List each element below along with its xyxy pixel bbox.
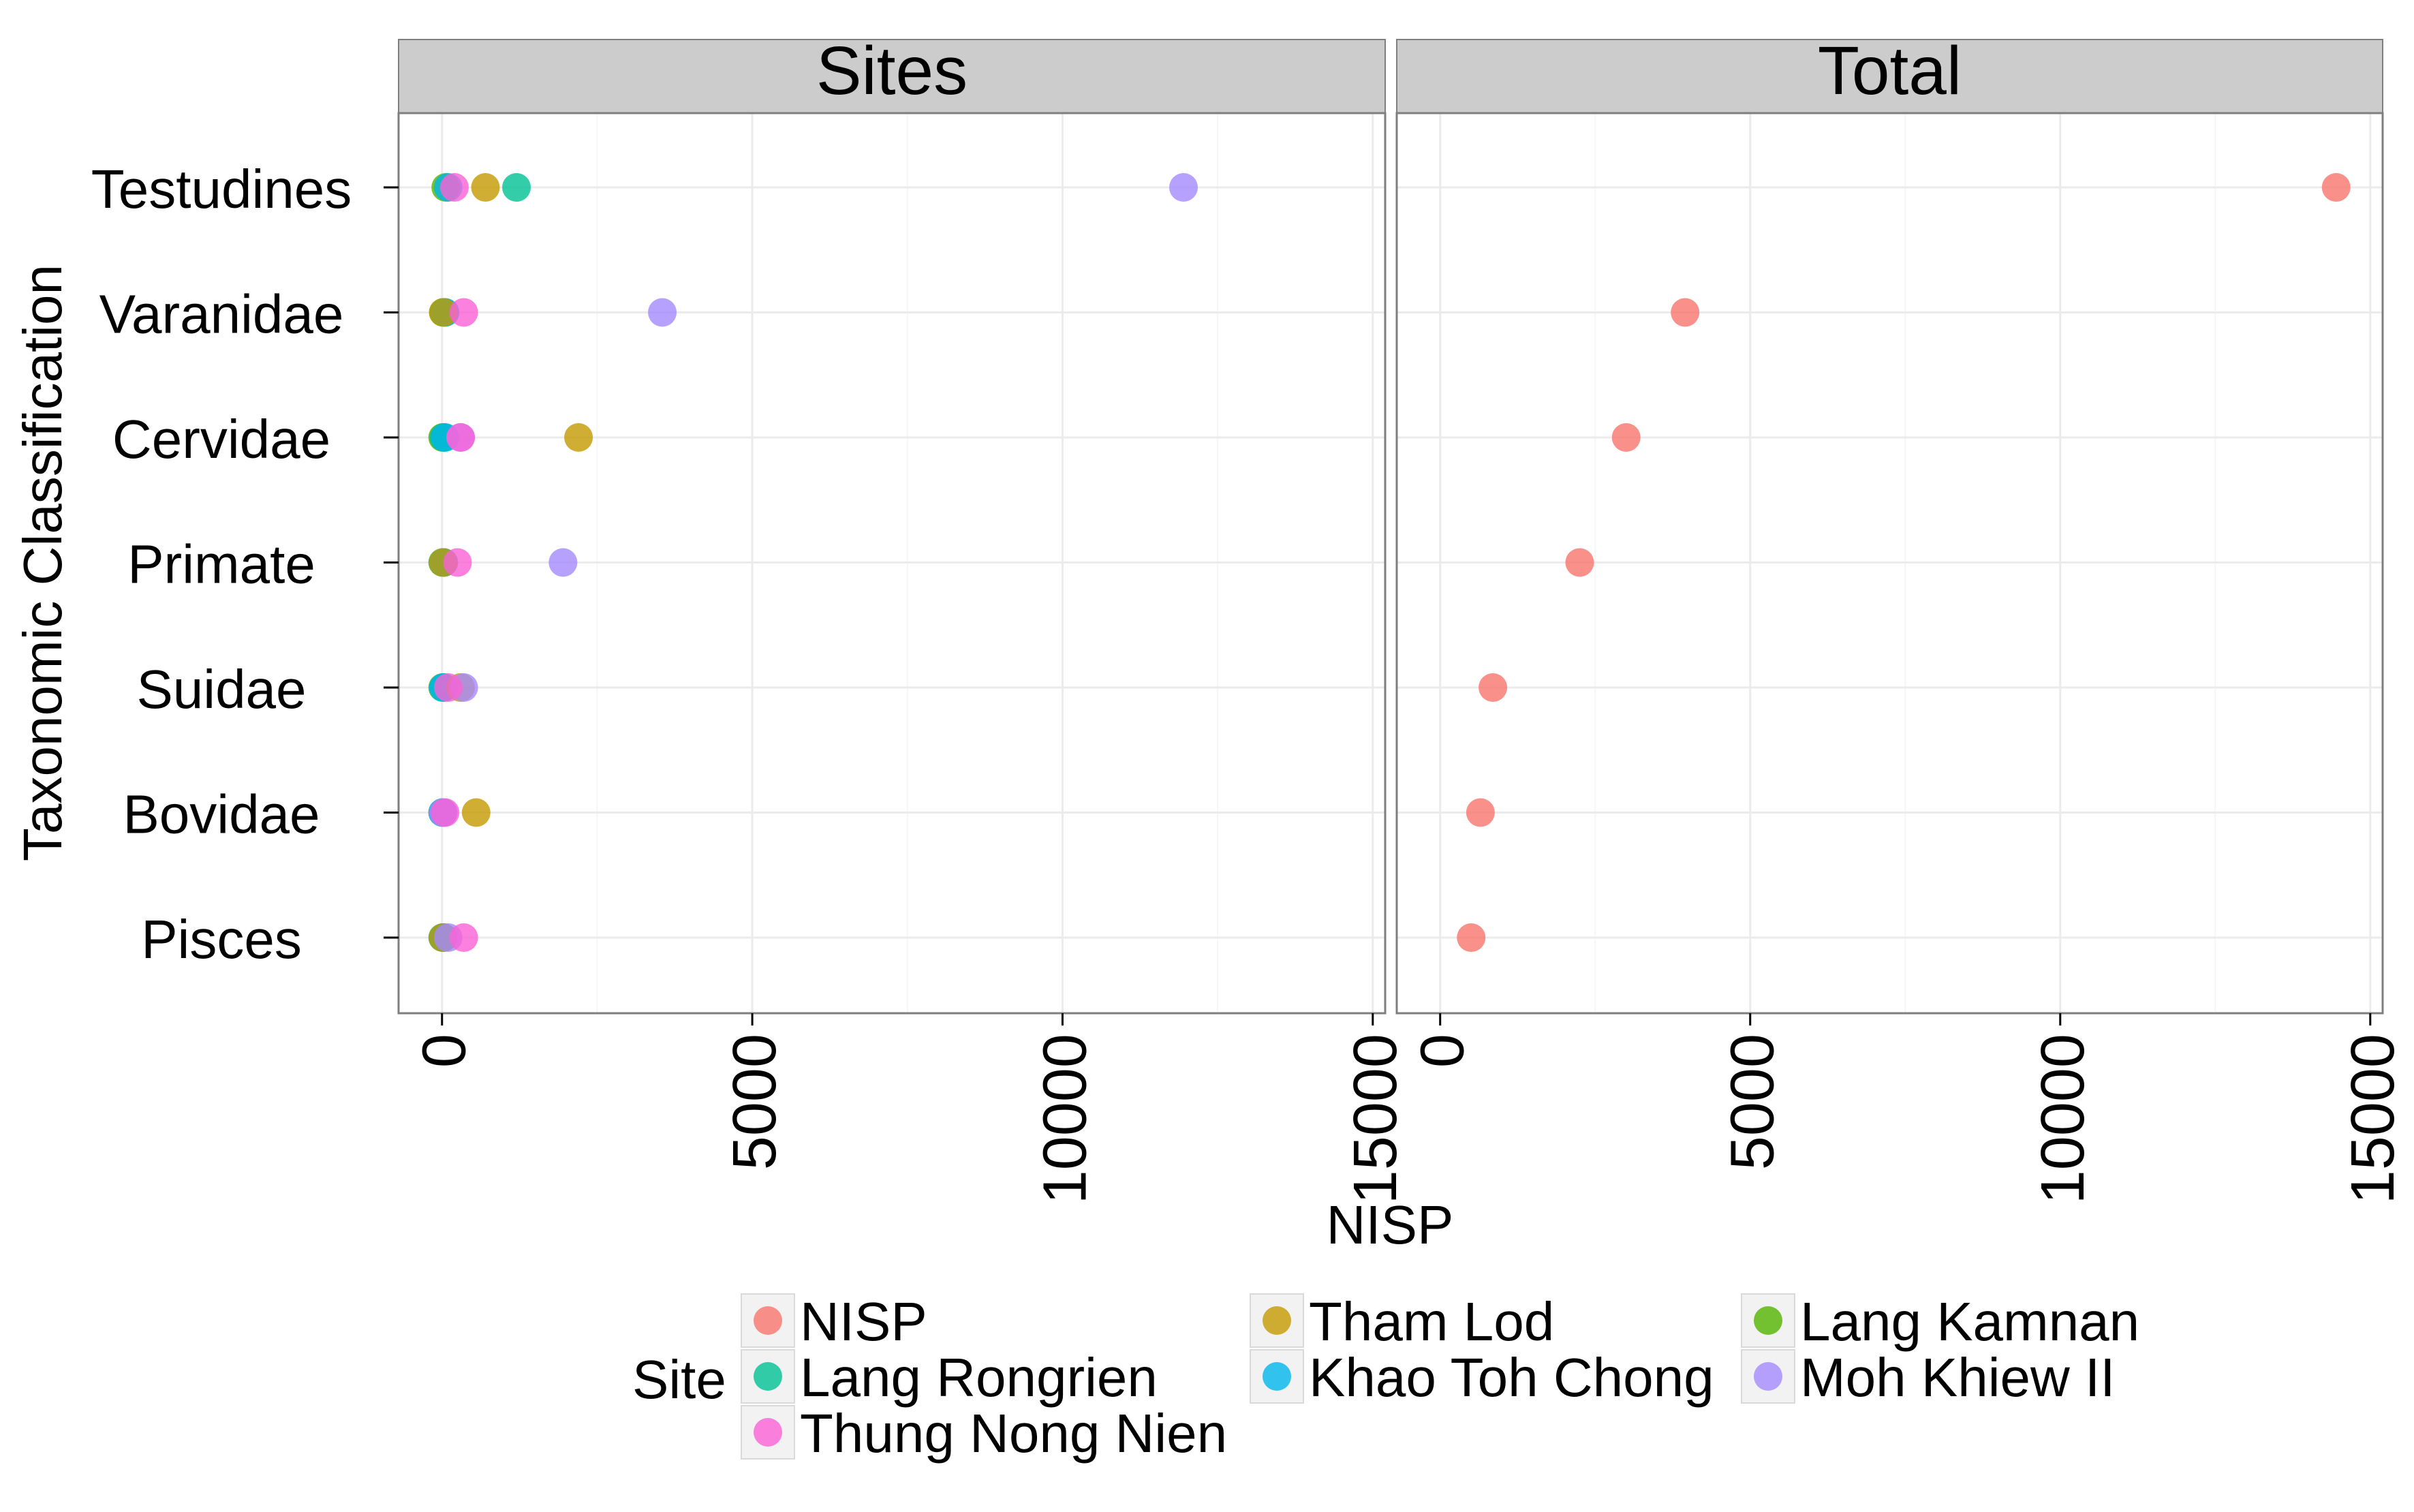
y-tick-label-testudines: Testudines — [91, 159, 352, 219]
point-moh-khiew-ii-varanidae — [648, 298, 677, 327]
point-moh-khiew-ii-testudines — [1169, 173, 1198, 202]
facet-label-total: Total — [1818, 33, 1962, 109]
x-tick-label: 5000 — [721, 1034, 789, 1170]
x-tick-label: 15000 — [1342, 1034, 1410, 1204]
legend-swatch-lang-kamnan — [1754, 1306, 1782, 1335]
point-nisp-testudines — [2321, 173, 2351, 202]
y-tick-label-pisces: Pisces — [141, 909, 302, 970]
x-axis-title: NISP — [1327, 1194, 1454, 1255]
point-thung-nong-nien-pisces — [449, 923, 478, 952]
point-thung-nong-nien-primate — [443, 548, 472, 577]
point-nisp-bovidae — [1466, 798, 1495, 827]
point-thung-nong-nien-varanidae — [449, 298, 478, 327]
point-tham-lod-varanidae — [429, 298, 458, 327]
point-nisp-primate — [1565, 548, 1594, 577]
legend-label-tham-lod: Tham Lod — [1309, 1291, 1554, 1352]
legend-label-thung-nong-nien: Thung Nong Nien — [800, 1403, 1227, 1464]
x-tick-label: 10000 — [2029, 1034, 2097, 1204]
x-tick-label: 0 — [411, 1034, 479, 1068]
point-tham-lod-cervidae — [564, 423, 593, 452]
point-nisp-cervidae — [1611, 423, 1641, 452]
legend-label-lang-kamnan: Lang Kamnan — [1800, 1291, 2139, 1352]
point-thung-nong-nien-cervidae — [446, 423, 476, 452]
y-tick-label-bovidae: Bovidae — [123, 784, 320, 845]
legend-label-moh-khiew-ii: Moh Khiew II — [1800, 1347, 2115, 1408]
point-tham-lod-testudines — [471, 173, 500, 202]
point-nisp-pisces — [1457, 923, 1486, 952]
y-tick-label-primate: Primate — [127, 534, 315, 595]
point-nisp-varanidae — [1671, 298, 1700, 327]
x-tick-label: 0 — [1409, 1034, 1477, 1068]
point-tham-lod-bovidae — [461, 798, 491, 827]
x-tick-label: 5000 — [1719, 1034, 1787, 1170]
legend-label-lang-rongrien: Lang Rongrien — [800, 1347, 1158, 1408]
legend-swatch-khao-toh-chong — [1263, 1362, 1291, 1391]
point-lang-rongrien-testudines — [502, 173, 531, 202]
y-tick-label-varanidae: Varanidae — [99, 284, 344, 345]
point-thung-nong-nien-bovidae — [431, 798, 460, 827]
legend-swatch-thung-nong-nien — [754, 1418, 782, 1447]
legend-title: Site — [632, 1349, 726, 1410]
legend-label-khao-toh-chong: Khao Toh Chong — [1309, 1347, 1714, 1408]
point-thung-nong-nien-suidae — [433, 673, 463, 702]
facet-label-sites: Sites — [816, 33, 968, 109]
legend-label-nisp: NISP — [800, 1291, 927, 1352]
facet-strip-total — [1396, 39, 2383, 114]
y-tick-label-cervidae: Cervidae — [112, 409, 330, 469]
legend-swatch-lang-rongrien — [754, 1362, 782, 1391]
y-axis-title: Taxonomic Classification — [12, 264, 73, 861]
x-tick-label: 15000 — [2339, 1034, 2407, 1204]
point-thung-nong-nien-testudines — [439, 173, 469, 202]
point-nisp-suidae — [1479, 673, 1508, 702]
point-moh-khiew-ii-primate — [548, 548, 578, 577]
legend-swatch-nisp — [754, 1306, 782, 1335]
facet-strip-sites — [398, 39, 1386, 114]
y-tick-label-suidae: Suidae — [136, 659, 306, 720]
panel-border-total — [1395, 112, 2384, 1015]
legend-swatch-tham-lod — [1263, 1306, 1291, 1335]
x-tick-label: 10000 — [1031, 1034, 1099, 1204]
legend-swatch-moh-khiew-ii — [1754, 1362, 1782, 1391]
